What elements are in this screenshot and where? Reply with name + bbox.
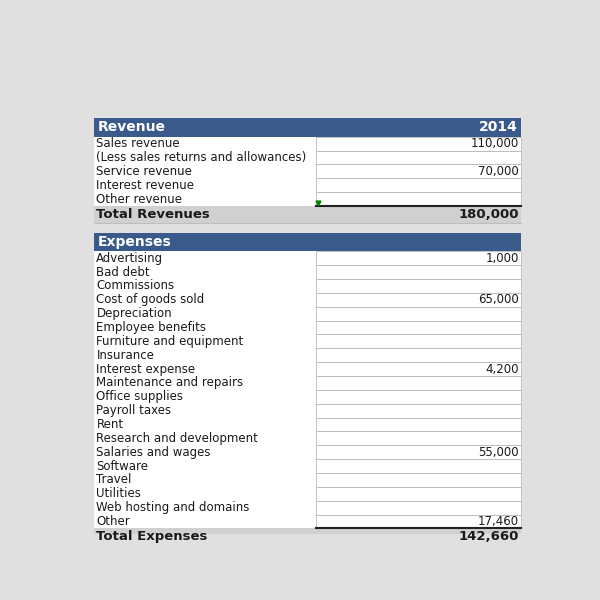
Text: Insurance: Insurance bbox=[97, 349, 154, 362]
Text: Cost of goods sold: Cost of goods sold bbox=[97, 293, 205, 306]
Bar bbox=[316, 178, 521, 192]
Text: Sales revenue: Sales revenue bbox=[97, 137, 180, 150]
Bar bbox=[316, 529, 521, 545]
Bar bbox=[94, 334, 316, 348]
Bar bbox=[316, 164, 521, 178]
Bar bbox=[94, 501, 316, 515]
Text: Employee benefits: Employee benefits bbox=[97, 321, 206, 334]
Bar bbox=[316, 293, 521, 307]
Text: Maintenance and repairs: Maintenance and repairs bbox=[97, 376, 244, 389]
Bar bbox=[316, 206, 521, 223]
Bar bbox=[94, 151, 316, 164]
Text: Advertising: Advertising bbox=[97, 251, 164, 265]
Bar bbox=[316, 418, 521, 431]
Text: 180,000: 180,000 bbox=[458, 208, 518, 221]
Text: 110,000: 110,000 bbox=[470, 137, 518, 150]
Text: Furniture and equipment: Furniture and equipment bbox=[97, 335, 244, 348]
Text: Interest revenue: Interest revenue bbox=[97, 179, 194, 191]
Text: 65,000: 65,000 bbox=[478, 293, 518, 306]
Text: Office supplies: Office supplies bbox=[97, 390, 184, 403]
Text: 4,200: 4,200 bbox=[485, 362, 518, 376]
Bar bbox=[94, 251, 316, 265]
Bar bbox=[316, 348, 521, 362]
Bar bbox=[94, 348, 316, 362]
Bar bbox=[94, 307, 316, 320]
Text: Total Expenses: Total Expenses bbox=[97, 530, 208, 543]
Bar bbox=[316, 279, 521, 293]
Bar bbox=[316, 515, 521, 529]
Bar bbox=[94, 362, 316, 376]
Bar bbox=[94, 445, 316, 459]
Bar bbox=[94, 390, 316, 404]
Text: Bad debt: Bad debt bbox=[97, 266, 150, 278]
Bar bbox=[94, 206, 316, 223]
Bar bbox=[94, 418, 316, 431]
Bar bbox=[316, 431, 521, 445]
Bar bbox=[94, 265, 316, 279]
Bar bbox=[316, 473, 521, 487]
Text: Total Revenues: Total Revenues bbox=[97, 208, 210, 221]
Bar bbox=[316, 404, 521, 418]
Bar bbox=[94, 118, 521, 137]
Bar bbox=[316, 192, 521, 206]
Bar bbox=[94, 473, 316, 487]
Text: Research and development: Research and development bbox=[97, 432, 258, 445]
Bar bbox=[94, 404, 316, 418]
Bar bbox=[316, 459, 521, 473]
Bar bbox=[94, 515, 316, 529]
Text: (Less sales returns and allowances): (Less sales returns and allowances) bbox=[97, 151, 307, 164]
Bar bbox=[316, 362, 521, 376]
Bar bbox=[316, 501, 521, 515]
Bar bbox=[316, 376, 521, 390]
Text: 1,000: 1,000 bbox=[485, 251, 518, 265]
Text: Interest expense: Interest expense bbox=[97, 362, 196, 376]
Bar bbox=[94, 529, 316, 545]
Text: 70,000: 70,000 bbox=[478, 165, 518, 178]
Bar bbox=[316, 487, 521, 501]
Text: Travel: Travel bbox=[97, 473, 132, 487]
Bar bbox=[316, 151, 521, 164]
Bar bbox=[316, 320, 521, 334]
Text: 2014: 2014 bbox=[479, 121, 518, 134]
Bar bbox=[316, 137, 521, 151]
Bar bbox=[94, 320, 316, 334]
Bar bbox=[94, 178, 316, 192]
Text: 17,460: 17,460 bbox=[478, 515, 518, 528]
Bar bbox=[94, 431, 316, 445]
Text: Service revenue: Service revenue bbox=[97, 165, 192, 178]
Bar bbox=[316, 251, 521, 265]
Bar bbox=[94, 279, 316, 293]
Bar bbox=[94, 487, 316, 501]
Text: Utilities: Utilities bbox=[97, 487, 141, 500]
Bar bbox=[316, 307, 521, 320]
Text: Expenses: Expenses bbox=[97, 235, 171, 249]
Text: Revenue: Revenue bbox=[97, 121, 166, 134]
Bar bbox=[316, 334, 521, 348]
Text: Payroll taxes: Payroll taxes bbox=[97, 404, 172, 417]
Bar bbox=[94, 233, 521, 251]
Bar bbox=[94, 293, 316, 307]
Bar bbox=[94, 192, 316, 206]
Text: Rent: Rent bbox=[97, 418, 124, 431]
Bar bbox=[316, 445, 521, 459]
Bar bbox=[316, 265, 521, 279]
Text: Salaries and wages: Salaries and wages bbox=[97, 446, 211, 459]
Text: Web hosting and domains: Web hosting and domains bbox=[97, 501, 250, 514]
Bar bbox=[316, 390, 521, 404]
Text: Other: Other bbox=[97, 515, 130, 528]
Bar bbox=[94, 137, 316, 151]
Text: Depreciation: Depreciation bbox=[97, 307, 172, 320]
Bar bbox=[94, 164, 316, 178]
Text: Software: Software bbox=[97, 460, 148, 473]
Text: 55,000: 55,000 bbox=[478, 446, 518, 459]
Text: Other revenue: Other revenue bbox=[97, 193, 182, 206]
Text: 142,660: 142,660 bbox=[458, 530, 518, 543]
Bar bbox=[94, 459, 316, 473]
Bar bbox=[94, 376, 316, 390]
Text: Commissions: Commissions bbox=[97, 280, 175, 292]
